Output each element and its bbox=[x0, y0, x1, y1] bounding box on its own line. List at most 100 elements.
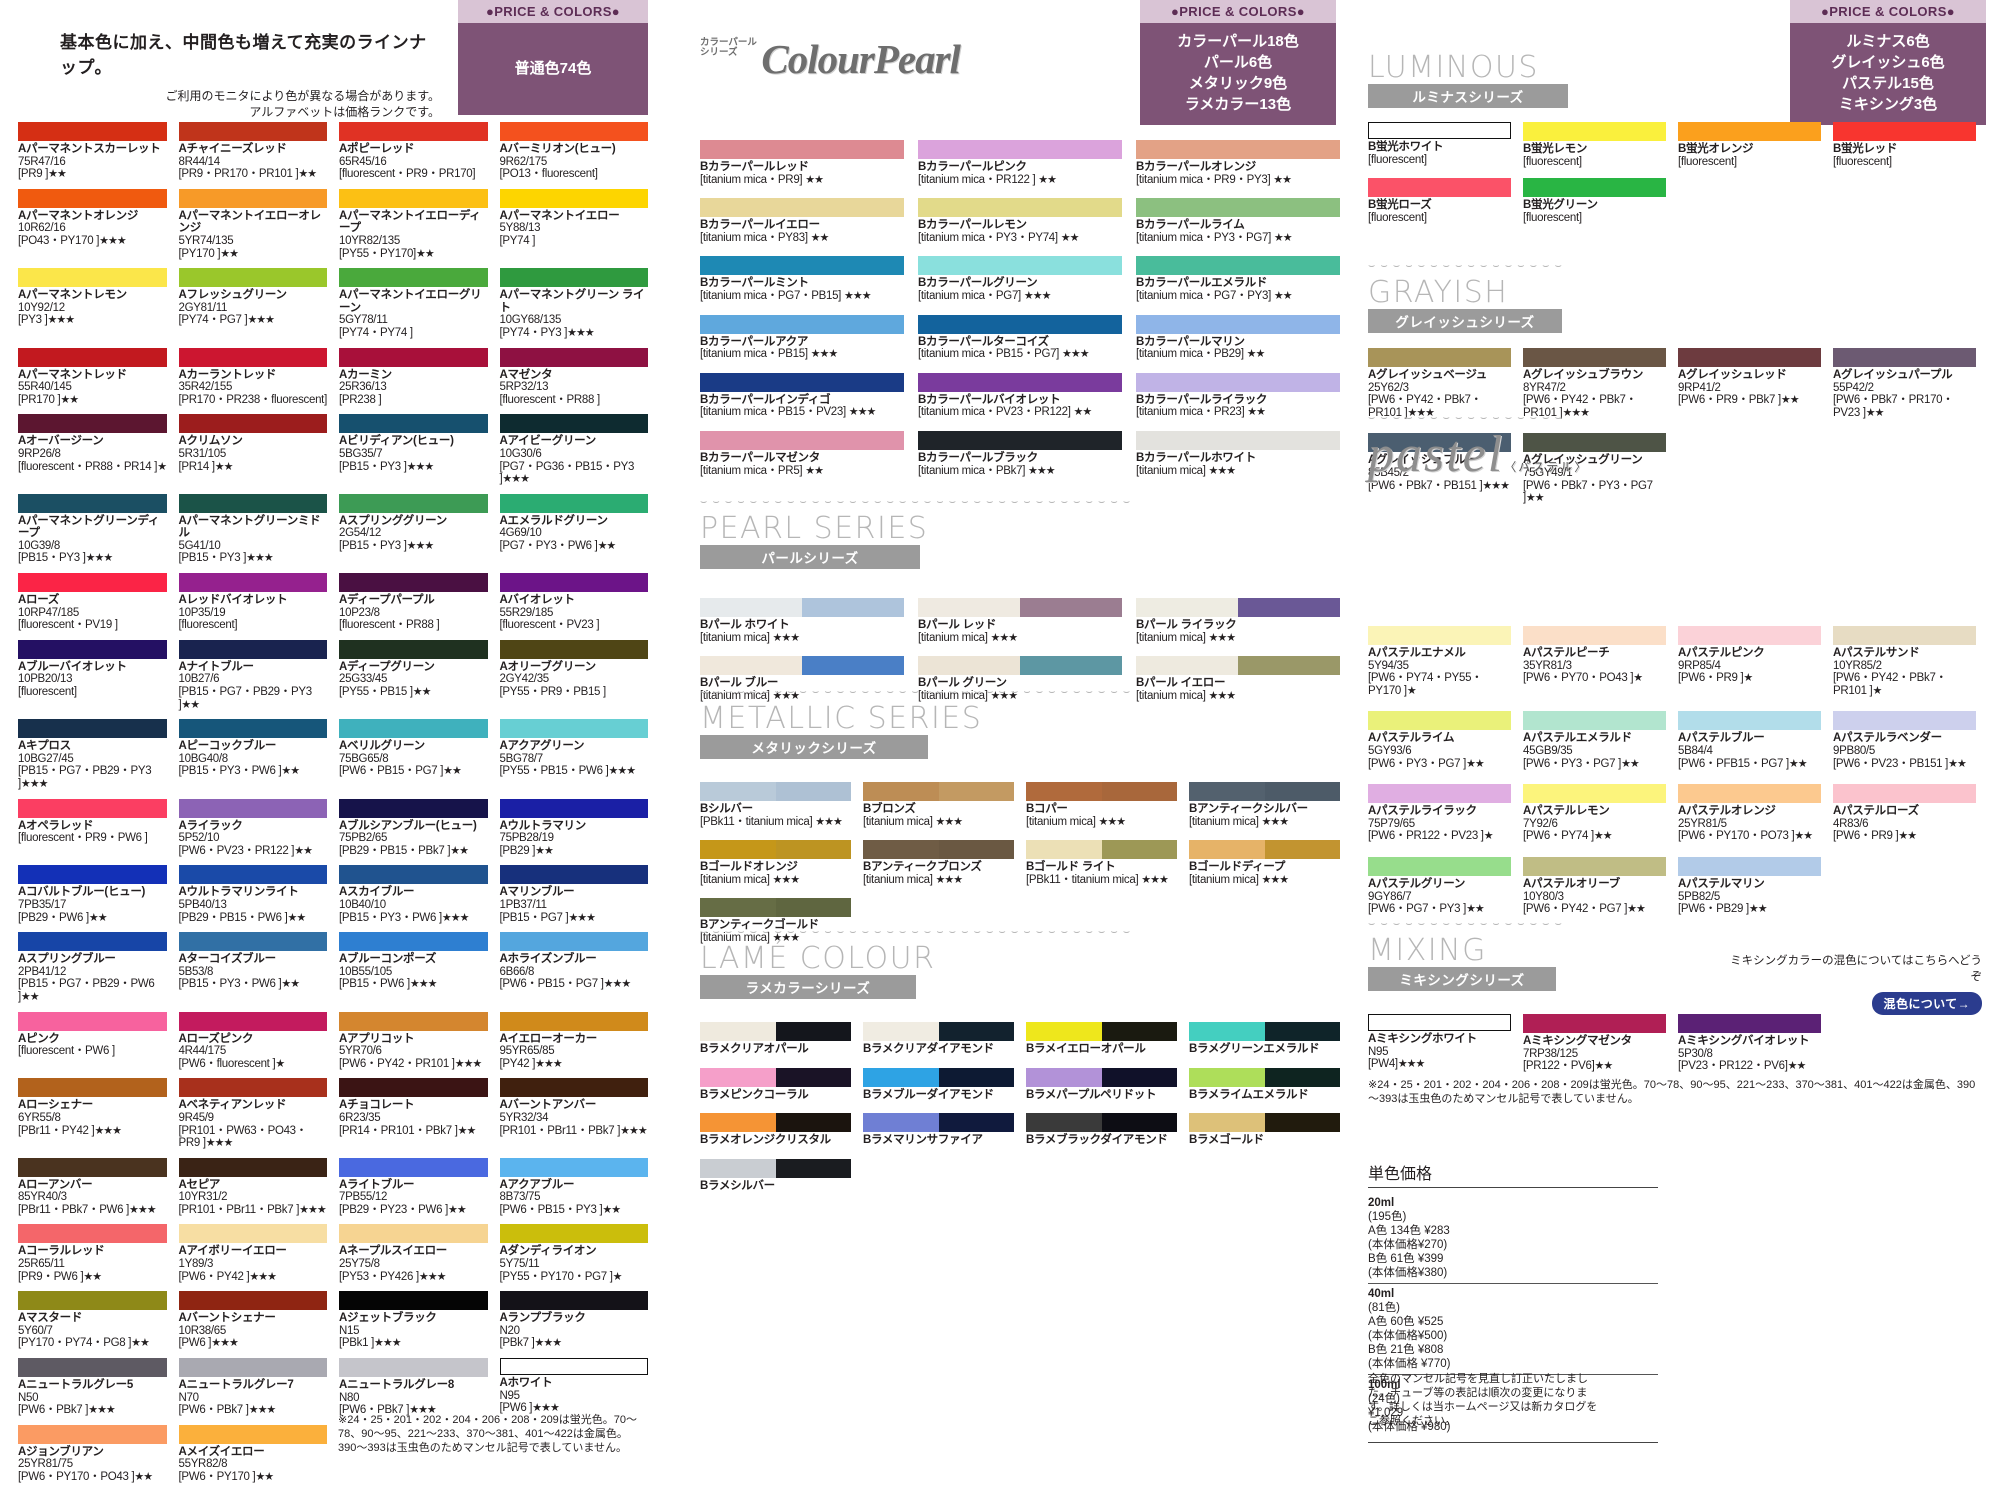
color-entry[interactable]: Aグレイッシュグリーン 75GY49/1 [PW6・PBk7・PY3・PG7 ]★★ bbox=[1523, 433, 1666, 504]
color-entry[interactable]: Aパーマネントグリーンミドル 5G41/10 [PB15・PY3 ]★★★ bbox=[178, 493, 327, 565]
color-entry[interactable]: Bパール ホワイト [titanium mica] ★★★ bbox=[700, 598, 904, 644]
color-entry[interactable]: Aパステルラベンダー 9PB80/5 [PW6・PV23・PB151 ]★★ bbox=[1833, 711, 1976, 770]
color-entry[interactable]: Aホライズンブルー 6B66/8 [PW6・PB15・PG7 ]★★★ bbox=[499, 932, 648, 1003]
color-entry[interactable]: Bラメブルーダイアモンド bbox=[863, 1067, 1014, 1102]
color-entry[interactable]: Aパステルピンク 9RP85/4 [PW6・PR9 ]★ bbox=[1678, 626, 1821, 697]
color-entry[interactable]: Bカラーパールマリン [titanium mica・PB29] ★★ bbox=[1136, 314, 1340, 361]
color-entry[interactable]: Bゴールドディープ [titanium mica] ★★★ bbox=[1189, 840, 1340, 886]
color-entry[interactable]: Aニュートラルグレー5 N50 [PW6・PBk7 ]★★★ bbox=[18, 1358, 167, 1417]
color-entry[interactable]: Aパーマネントレモン 10Y92/12 [PY3 ]★★★ bbox=[18, 268, 167, 339]
color-entry[interactable]: Aオリーブグリーン 2GY42/35 [PY55・PR9・PB15 ] bbox=[499, 639, 648, 711]
color-entry[interactable]: Aパーマネントグリーンディープ 10G39/8 [PB15・PY3 ]★★★ bbox=[18, 493, 167, 565]
color-entry[interactable]: Bカラーパールバイオレット [titanium mica・PV23・PR122] … bbox=[918, 372, 1122, 419]
color-entry[interactable]: Bラメオレンジクリスタル bbox=[700, 1113, 851, 1147]
color-entry[interactable]: Bラメブラックダイアモンド bbox=[1026, 1113, 1177, 1147]
color-entry[interactable]: Bゴールドオレンジ [titanium mica] ★★★ bbox=[700, 840, 851, 886]
color-entry[interactable]: Bカラーパールライム [titanium mica・PY3・PG7] ★★ bbox=[1136, 198, 1340, 244]
color-entry[interactable]: Aパーマネントイエローグリーン 5GY78/11 [PY74・PY74 ] bbox=[339, 268, 488, 339]
color-entry[interactable]: B蛍光オレンジ [fluorescent] bbox=[1678, 122, 1821, 168]
color-entry[interactable]: Aディープグリーン 25G33/45 [PY55・PB15 ]★★ bbox=[339, 639, 488, 711]
color-entry[interactable]: Aカーミン 25R36/13 [PR238 ] bbox=[339, 347, 488, 407]
color-entry[interactable]: Aパステルブルー 5B84/4 [PW6・PFB15・PG7 ]★★ bbox=[1678, 711, 1821, 770]
color-entry[interactable]: Aパーマネントスカーレット 75R47/16 [PR9 ]★★ bbox=[18, 122, 167, 181]
color-entry[interactable]: Aターコイズブルー 5B53/8 [PB15・PY3・PW6 ]★★ bbox=[178, 932, 327, 1003]
color-entry[interactable]: Bパール グリーン [titanium mica] ★★★ bbox=[918, 656, 1122, 702]
color-entry[interactable]: Aビリディアン(ヒュー) 5BG35/7 [PB15・PY3 ]★★★ bbox=[339, 414, 488, 485]
color-entry[interactable]: Bブロンズ [titanium mica] ★★★ bbox=[863, 782, 1014, 828]
color-entry[interactable]: Aライトブルー 7PB55/12 [PB29・PY23・PW6 ]★★ bbox=[339, 1157, 488, 1217]
color-entry[interactable]: Aローズピンク 4R44/175 [PW6・fluorescent ]★ bbox=[178, 1011, 327, 1071]
color-entry[interactable]: Aネープルスイエロー 25Y75/8 [PY53・PY426 ]★★★ bbox=[339, 1224, 488, 1283]
color-entry[interactable]: Aマゼンタ 5RP32/13 [fluorescent・PR88 ] bbox=[499, 347, 648, 407]
color-entry[interactable]: B蛍光ローズ [fluorescent] bbox=[1368, 178, 1511, 224]
color-entry[interactable]: Bラメシルバー bbox=[700, 1158, 851, 1193]
color-entry[interactable]: Aマスタード 5Y60/7 [PY170・PY74・PG8 ]★★ bbox=[18, 1291, 167, 1350]
color-entry[interactable]: Aパステルピーチ 35YR81/3 [PW6・PY70・PO43 ]★ bbox=[1523, 626, 1666, 697]
color-entry[interactable]: Bラメピンクコーラル bbox=[700, 1067, 851, 1102]
color-entry[interactable]: Aローズ 10RP47/185 [fluorescent・PV19 ] bbox=[18, 573, 167, 632]
color-entry[interactable]: Aバーントシェナー 10R38/65 [PW6 ]★★★ bbox=[178, 1291, 327, 1350]
color-entry[interactable]: Aダンディライオン 5Y75/11 [PY55・PY170・PG7 ]★ bbox=[499, 1224, 648, 1283]
color-entry[interactable]: Bカラーパールグリーン [titanium mica・PG7] ★★★ bbox=[918, 256, 1122, 302]
color-entry[interactable]: Aパーマネントオレンジ 10R62/16 [PO43・PY170 ]★★★ bbox=[18, 188, 167, 260]
color-entry[interactable]: Aオペラレッド [fluorescent・PR9・PW6 ] bbox=[18, 798, 167, 858]
color-entry[interactable]: Aグレイッシュベージュ 25Y62/3 [PW6・PY42・PBk7・PR101 ]… bbox=[1368, 348, 1511, 419]
color-entry[interactable]: Aランプブラック N20 [PBk7 ]★★★ bbox=[499, 1291, 648, 1350]
color-entry[interactable]: Aグレイッシュレッド 9RP41/2 [PW6・PR9・PBk7 ]★★ bbox=[1678, 348, 1821, 419]
color-entry[interactable]: Aベネティアンレッド 9R45/9 [PR101・PW63・PO43・PR9 ]★★… bbox=[178, 1078, 327, 1149]
color-entry[interactable]: Bカラーパールピンク [titanium mica・PR122 ] ★★ bbox=[918, 140, 1122, 186]
color-entry[interactable]: Aアクアグリーン 5BG78/7 [PY55・PB15・PW6 ]★★★ bbox=[499, 719, 648, 790]
color-entry[interactable]: Aウルトラマリン 75PB28/19 [PB29 ]★★ bbox=[499, 798, 648, 858]
color-entry[interactable]: Aイエローオーカー 95YR65/85 [PY42 ]★★★ bbox=[499, 1011, 648, 1071]
color-entry[interactable]: Aアプリコット 5YR70/6 [PW6・PY42・PR101 ]★★★ bbox=[339, 1011, 488, 1071]
color-entry[interactable]: Aナイトブルー 10B27/6 [PB15・PG7・PB29・PY3 ]★★ bbox=[178, 639, 327, 711]
color-entry[interactable]: Aパステルオレンジ 25YR81/5 [PW6・PY170・PO73 ]★★ bbox=[1678, 784, 1821, 843]
color-entry[interactable]: Bカラーパールオレンジ [titanium mica・PR9・PY3] ★★ bbox=[1136, 140, 1340, 186]
color-entry[interactable]: Aパステルグリーン 9GY86/7 [PW6・PG7・PY3 ]★★ bbox=[1368, 856, 1511, 916]
color-entry[interactable]: Aクリムソン 5R31/105 [PR14 ]★★ bbox=[178, 414, 327, 485]
color-entry[interactable]: Aウルトラマリンライト 5PB40/13 [PB29・PB15・PW6 ]★★ bbox=[178, 865, 327, 924]
color-entry[interactable]: Aエメラルドグリーン 4G69/10 [PG7・PY3・PW6 ]★★ bbox=[499, 493, 648, 565]
color-entry[interactable]: Aコーラルレッド 25R65/11 [PR9・PW6 ]★★ bbox=[18, 1224, 167, 1283]
color-entry[interactable]: B蛍光レッド [fluorescent] bbox=[1833, 122, 1976, 168]
color-entry[interactable]: Bアンティークゴールド [titanium mica] ★★★ bbox=[700, 898, 851, 944]
color-entry[interactable]: Aミキシングマゼンタ 7RP38/125 [PR122・PV6]★★ bbox=[1523, 1014, 1666, 1073]
color-entry[interactable]: Bカラーパールレッド [titanium mica・PR9] ★★ bbox=[700, 140, 904, 186]
color-entry[interactable]: Aジェットブラック N15 [PBk1 ]★★★ bbox=[339, 1291, 488, 1350]
color-entry[interactable]: Bカラーパールイエロー [titanium mica・PY83] ★★ bbox=[700, 198, 904, 244]
color-entry[interactable]: Aライラック 5P52/10 [PW6・PV23・PR122 ]★★ bbox=[178, 798, 327, 858]
color-entry[interactable]: Aパーマネントグリーン ライト 10GY68/135 [PY74・PY3 ]★★★ bbox=[499, 268, 648, 339]
color-entry[interactable]: Aパステルライラック 75P79/65 [PW6・PR122・PV23 ]★ bbox=[1368, 784, 1511, 843]
color-entry[interactable]: Aパステルエメラルド 45GB9/35 [PW6・PY3・PG7 ]★★ bbox=[1523, 711, 1666, 770]
color-entry[interactable]: Aパーマネントイエローディープ 10YR82/135 [PY55・PY170]★★ bbox=[339, 188, 488, 260]
color-entry[interactable]: Aパステルマリン 5PB82/5 [PW6・PB29 ]★★ bbox=[1678, 856, 1821, 916]
color-entry[interactable]: Aブルーコンポーズ 10B55/105 [PB15・PW6 ]★★★ bbox=[339, 932, 488, 1003]
color-entry[interactable]: Bカラーパールブラック [titanium mica・PBk7] ★★★ bbox=[918, 430, 1122, 477]
color-entry[interactable]: Bアンティークブロンズ [titanium mica] ★★★ bbox=[863, 840, 1014, 886]
color-entry[interactable]: Bラメクリアダイアモンド bbox=[863, 1022, 1014, 1056]
color-entry[interactable]: Aスカイブルー 10B40/10 [PB15・PY3・PW6 ]★★★ bbox=[339, 865, 488, 924]
color-entry[interactable]: Aアイボリーイエロー 1Y89/3 [PW6・PY42 ]★★★ bbox=[178, 1224, 327, 1283]
color-entry[interactable]: Bシルバー [PBk11・titanium mica] ★★★ bbox=[700, 782, 851, 828]
color-entry[interactable]: Aパーマネントイエローオレンジ 5YR74/135 [PY170 ]★★ bbox=[178, 188, 327, 260]
color-entry[interactable]: Aパーマネントレッド 55R40/145 [PR170 ]★★ bbox=[18, 347, 167, 407]
color-entry[interactable]: Aチャイニーズレッド 8R44/14 [PR9・PR170・PR101 ]★★ bbox=[178, 122, 327, 181]
color-entry[interactable]: B蛍光レモン [fluorescent] bbox=[1523, 122, 1666, 168]
color-entry[interactable]: Aレッドバイオレット 10P35/19 [fluorescent] bbox=[178, 573, 327, 632]
color-entry[interactable]: Aパステルローズ 4R83/6 [PW6・PR9 ]★★ bbox=[1833, 784, 1976, 843]
color-entry[interactable]: Bゴールド ライト [PBk11・titanium mica] ★★★ bbox=[1026, 840, 1177, 886]
color-entry[interactable]: Aバイオレット 55R29/185 [fluorescent・PV23 ] bbox=[499, 573, 648, 632]
color-entry[interactable]: Aローアンバー 85YR40/3 [PBr11・PBk7・PW6 ]★★★ bbox=[18, 1157, 167, 1217]
color-entry[interactable]: Aローシェナー 6YR55/8 [PBr11・PY42 ]★★★ bbox=[18, 1078, 167, 1149]
color-entry[interactable]: Bパール ライラック [titanium mica] ★★★ bbox=[1136, 598, 1340, 644]
color-entry[interactable]: Aキプロス 10BG27/45 [PB15・PG7・PB29・PY3 ]★★★ bbox=[18, 719, 167, 790]
color-entry[interactable]: Aパステルオリーブ 10Y80/3 [PW6・PY42・PG7 ]★★ bbox=[1523, 856, 1666, 916]
color-entry[interactable]: Aパステルエナメル 5Y94/35 [PW6・PY74・PY55・PY170 ]★ bbox=[1368, 626, 1511, 697]
color-entry[interactable]: Bカラーパールライラック [titanium mica・PR23] ★★ bbox=[1136, 372, 1340, 419]
color-entry[interactable]: Bパール イエロー [titanium mica] ★★★ bbox=[1136, 656, 1340, 702]
color-entry[interactable]: Aポピーレッド 65R45/16 [fluorescent・PR9・PR170] bbox=[339, 122, 488, 181]
color-entry[interactable]: Aピンク [fluorescent・PW6 ] bbox=[18, 1011, 167, 1071]
color-entry[interactable]: Bラメパープルペリドット bbox=[1026, 1067, 1177, 1102]
color-entry[interactable]: Bラメイエローオパール bbox=[1026, 1022, 1177, 1056]
color-entry[interactable]: Aベリルグリーン 75BG65/8 [PW6・PB15・PG7 ]★★ bbox=[339, 719, 488, 790]
